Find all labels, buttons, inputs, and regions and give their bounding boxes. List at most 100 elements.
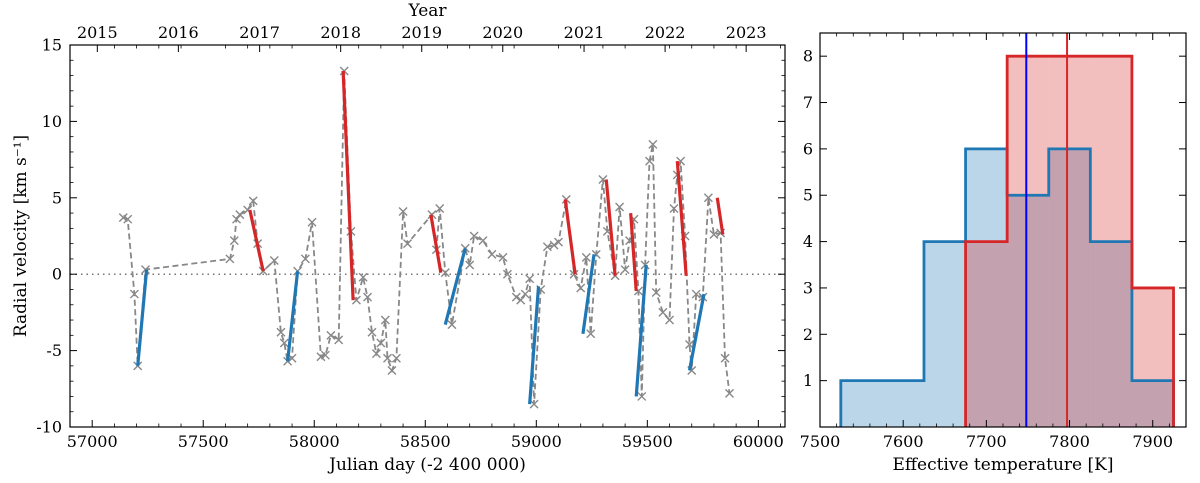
x-axis-title: Julian day (-2 400 000) bbox=[327, 455, 526, 475]
observed-point bbox=[525, 274, 535, 284]
y-tick-label: -5 bbox=[46, 341, 62, 360]
histogram-bar-blue bbox=[965, 148, 1008, 427]
observed-point bbox=[520, 289, 530, 299]
observed-point bbox=[380, 315, 390, 325]
observed-point bbox=[685, 339, 695, 349]
plot-frame bbox=[69, 44, 786, 428]
observed-point bbox=[645, 156, 655, 166]
observed-point bbox=[391, 353, 401, 363]
observed-point bbox=[651, 288, 661, 298]
observed-point bbox=[502, 269, 512, 279]
histogram-outline-blue bbox=[839, 147, 1175, 427]
x-tick-label: 59500 bbox=[622, 432, 673, 451]
observed-point bbox=[511, 292, 521, 302]
observed-point bbox=[709, 229, 719, 239]
rising-segment bbox=[581, 254, 596, 335]
observed-point bbox=[387, 365, 397, 375]
observed-point bbox=[371, 349, 381, 359]
hist-y-tick-label: 8 bbox=[803, 47, 813, 66]
histogram-bar-red bbox=[1048, 56, 1091, 427]
histogram-bar-red bbox=[1131, 287, 1174, 427]
observed-point bbox=[554, 237, 564, 247]
observed-point bbox=[403, 239, 413, 249]
y-tick-label: -10 bbox=[36, 418, 62, 437]
observed-point bbox=[229, 236, 239, 246]
histogram-bar-blue bbox=[923, 241, 966, 427]
observed-point bbox=[123, 214, 133, 224]
histogram-bar-red bbox=[965, 241, 1008, 427]
falling-segment bbox=[675, 161, 688, 276]
observed-series-line bbox=[123, 70, 731, 405]
observed-point bbox=[615, 202, 625, 212]
rising-segment bbox=[286, 270, 300, 362]
observed-point bbox=[367, 327, 377, 337]
rising-segment bbox=[528, 286, 541, 405]
observed-point bbox=[235, 210, 245, 220]
observed-point bbox=[620, 265, 630, 275]
x-tick-label: 58000 bbox=[289, 432, 340, 451]
observed-point bbox=[248, 196, 258, 206]
hist-x-tick-label: 7700 bbox=[966, 432, 1007, 451]
observed-point bbox=[610, 271, 620, 281]
falling-segment bbox=[429, 214, 443, 273]
observed-point bbox=[581, 252, 591, 262]
observed-point bbox=[665, 315, 675, 325]
observed-point bbox=[293, 266, 303, 276]
x-tick-label: 57000 bbox=[67, 432, 118, 451]
hist-x-tick-label: 7600 bbox=[883, 432, 924, 451]
observed-point bbox=[498, 252, 508, 262]
falling-segment bbox=[248, 209, 265, 272]
observed-point bbox=[516, 295, 526, 305]
rising-segment bbox=[443, 247, 467, 326]
rising-segment bbox=[687, 293, 706, 371]
hist-x-axis-title: Effective temperature [K] bbox=[893, 455, 1114, 475]
histogram-bar-red bbox=[1007, 56, 1049, 427]
falling-segment bbox=[715, 197, 725, 235]
y-tick-label: 15 bbox=[42, 36, 62, 55]
observed-point bbox=[724, 388, 734, 398]
observed-point bbox=[542, 242, 552, 252]
observed-point bbox=[440, 268, 450, 278]
observed-point bbox=[658, 307, 668, 317]
observed-point bbox=[358, 272, 368, 282]
observed-point bbox=[703, 193, 713, 203]
hist-y-tick-label: 5 bbox=[803, 186, 813, 205]
observed-point bbox=[363, 292, 373, 302]
observed-point bbox=[637, 391, 647, 401]
x-tick-label: 60000 bbox=[733, 432, 784, 451]
observed-point bbox=[398, 207, 408, 217]
histogram-bar-blue bbox=[1131, 380, 1174, 427]
observed-point bbox=[691, 289, 701, 299]
observed-point bbox=[225, 254, 235, 264]
temperature-histogram-panel: 7500 7600 7700 7800 7900 1 2 3 4 5 6 7 8 Effective te… bbox=[800, 32, 1187, 475]
histogram-bar-blue bbox=[1007, 195, 1049, 427]
x-tick-label: 58500 bbox=[400, 432, 451, 451]
hist-y-tick-label: 3 bbox=[803, 278, 813, 297]
observed-point bbox=[133, 361, 143, 371]
top-year-label: 2021 bbox=[564, 23, 605, 42]
observed-point bbox=[279, 338, 289, 348]
falling-segment bbox=[629, 212, 638, 292]
observed-point bbox=[334, 335, 344, 345]
observed-point bbox=[720, 353, 730, 363]
top-year-label: 2022 bbox=[645, 23, 686, 42]
observed-point bbox=[465, 260, 475, 270]
hist-y-tick-label: 4 bbox=[803, 232, 813, 251]
top-year-label: 2017 bbox=[239, 23, 280, 42]
hist-y-tick-label: 6 bbox=[803, 139, 813, 158]
observed-point bbox=[576, 283, 586, 293]
top-axis-title: Year bbox=[407, 1, 447, 21]
observed-point bbox=[269, 255, 279, 265]
observed-point bbox=[376, 338, 386, 348]
observed-point bbox=[478, 236, 488, 246]
histogram-bar-blue bbox=[1090, 241, 1132, 427]
histogram-bar-blue bbox=[840, 380, 924, 427]
observed-point bbox=[383, 353, 393, 363]
hist-x-tick-label: 7500 bbox=[800, 432, 841, 451]
observed-point bbox=[549, 240, 559, 250]
top-year-label: 2018 bbox=[320, 23, 361, 42]
observed-point bbox=[300, 254, 310, 264]
hist-y-tick-label: 2 bbox=[803, 325, 813, 344]
observed-point bbox=[232, 214, 242, 224]
